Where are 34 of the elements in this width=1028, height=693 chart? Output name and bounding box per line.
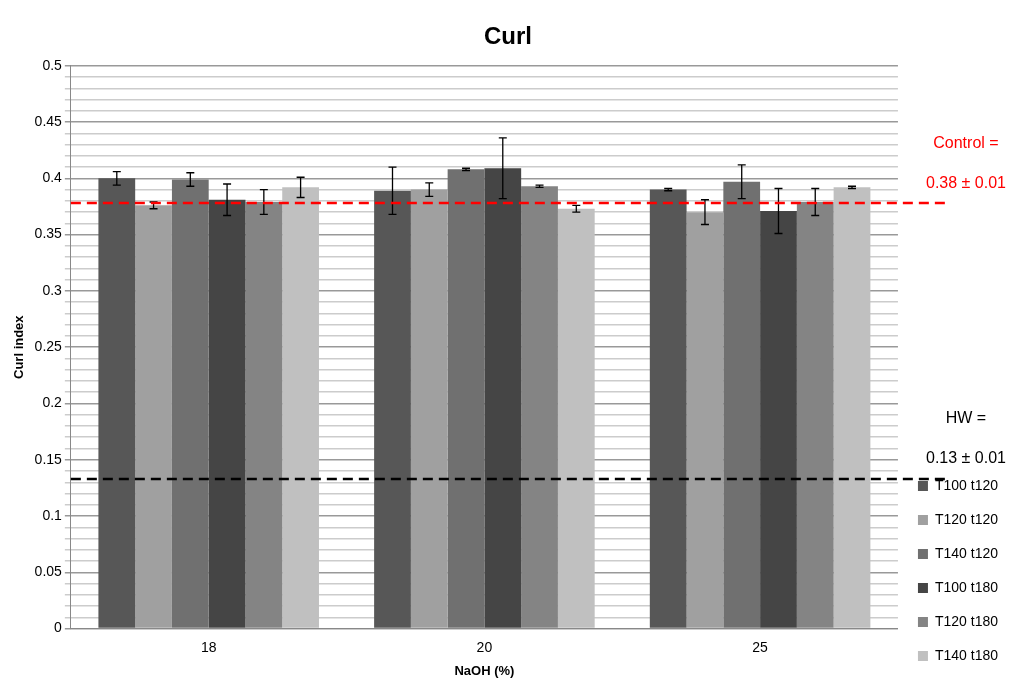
y-tick-label: 0.3: [42, 281, 63, 298]
legend-label: T100 t120: [934, 476, 999, 493]
chart-title: Curl: [484, 22, 532, 50]
bar: [484, 168, 522, 628]
bar: [447, 169, 485, 628]
bar: [98, 178, 136, 628]
text: HW = 0.13 ± 0.01: [925, 409, 1006, 467]
y-tick-label: 0.15: [34, 450, 63, 467]
y-axis-title: Curl index: [11, 314, 27, 379]
y-tick-label: 0.25: [34, 338, 63, 355]
bar: [374, 190, 411, 628]
legend-label: T140 t120: [934, 544, 999, 561]
text: Control = 0.38 ± 0.01: [925, 133, 1006, 191]
y-tick-label: 0.4: [42, 169, 63, 186]
legend-label: T120 t120: [934, 510, 999, 527]
y-tick-label: 0.2: [42, 394, 63, 411]
bar: [649, 189, 687, 628]
bar: [171, 179, 209, 628]
y-tick-label: 0: [54, 619, 63, 636]
bar: [208, 199, 246, 628]
x-tick-label: 18: [200, 638, 217, 655]
legend-label: T140 t180: [934, 646, 999, 663]
y-tick-label: 0.5: [42, 56, 63, 73]
bar: [760, 211, 797, 628]
bar: [723, 181, 761, 628]
y-tick-label: 0.1: [42, 506, 63, 523]
legend-label: T120 t180: [934, 612, 999, 629]
x-axis-title: NaOH (%): [454, 662, 515, 678]
x-tick-label: 25: [752, 638, 769, 655]
legend-label: T100 t180: [934, 578, 999, 595]
y-tick-label: 0.05: [34, 563, 63, 580]
y-tick-label: 0.35: [34, 225, 63, 242]
x-tick-label: 20: [476, 638, 493, 655]
y-tick-label: 0.45: [34, 112, 63, 129]
